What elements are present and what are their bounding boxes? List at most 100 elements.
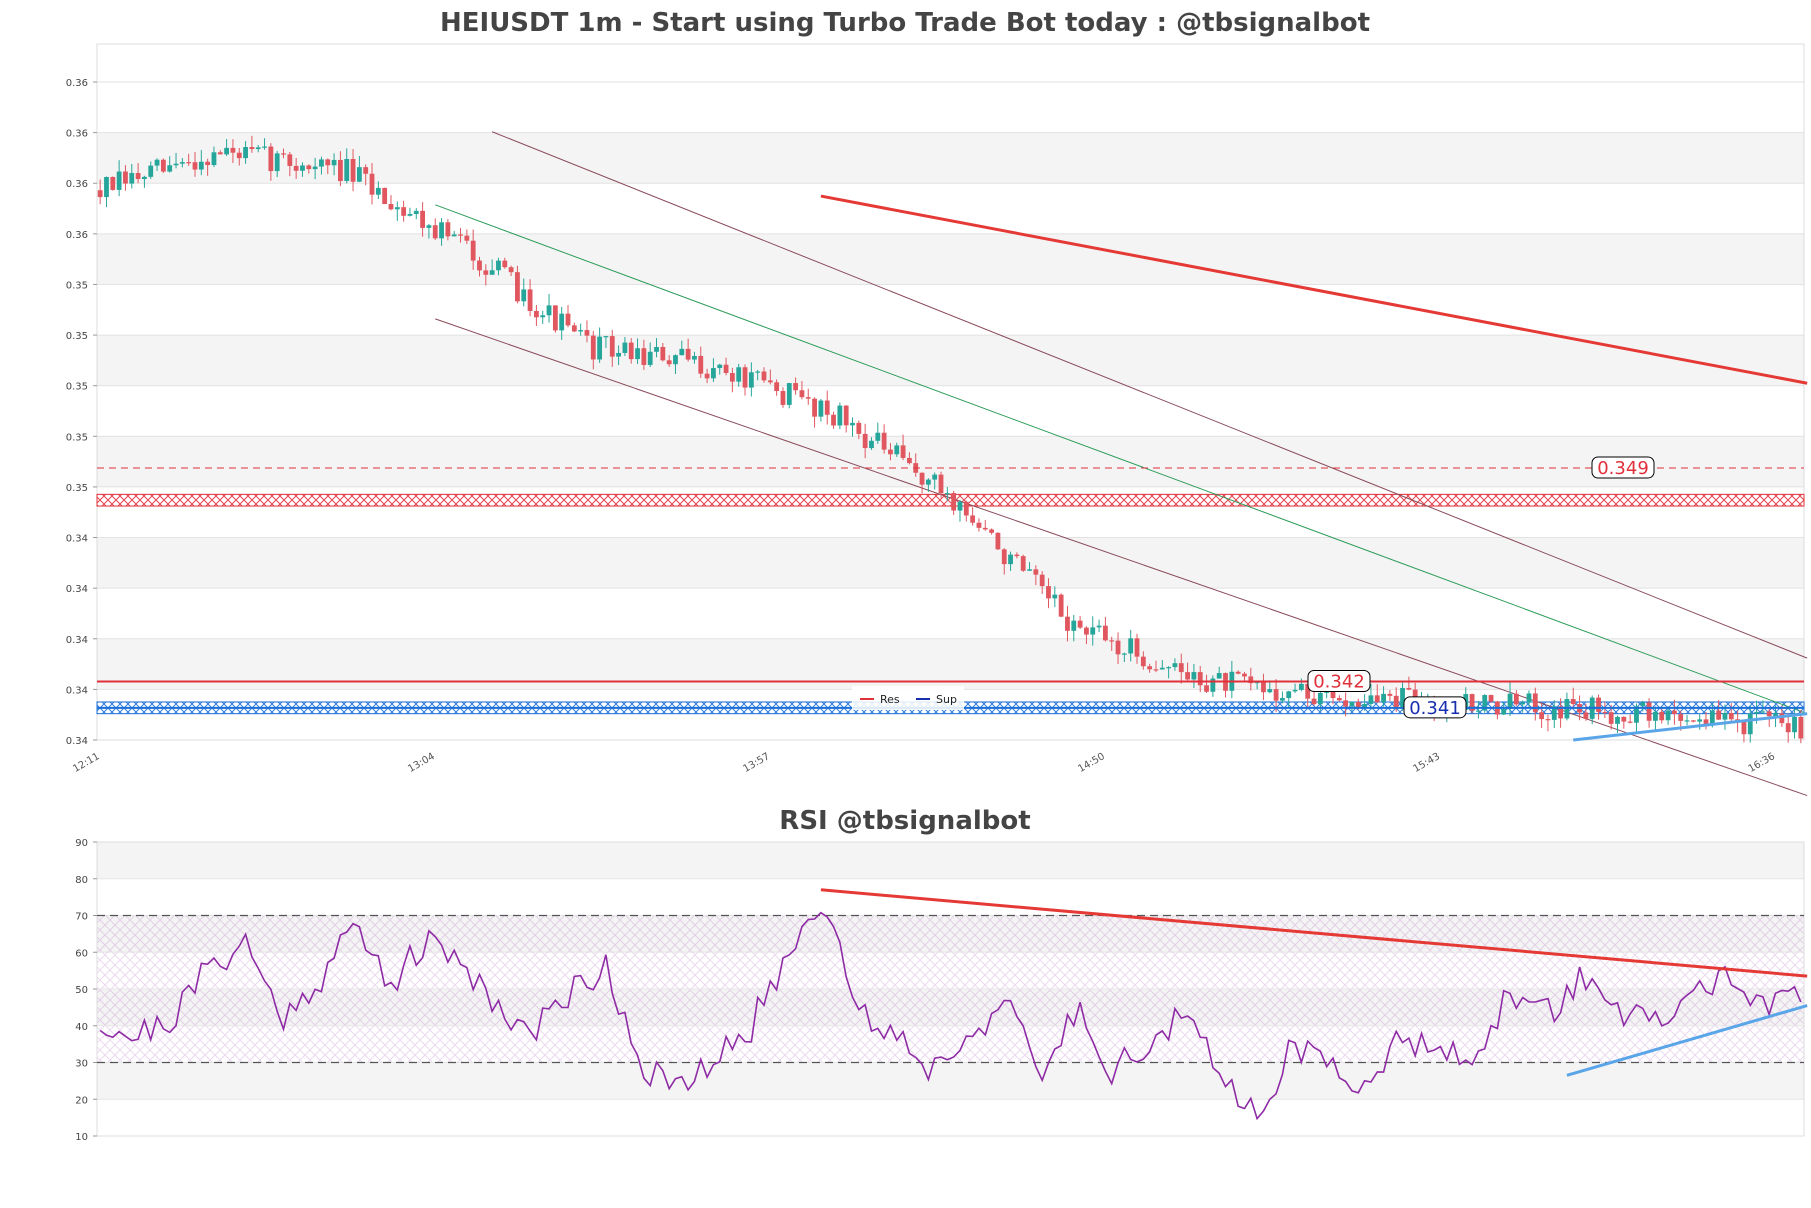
candle-body xyxy=(761,371,767,381)
candle-body xyxy=(786,383,792,405)
candle-body xyxy=(470,240,476,261)
candle-body xyxy=(711,368,716,379)
candle-body xyxy=(1077,620,1083,628)
candle-body xyxy=(1393,695,1399,709)
candle-body xyxy=(142,176,147,180)
candle-body xyxy=(394,207,400,210)
candle-body xyxy=(1602,711,1608,714)
candle-body xyxy=(888,449,893,455)
candle-body xyxy=(995,532,1001,550)
candle-body xyxy=(445,222,451,237)
candle-body xyxy=(1646,702,1652,721)
candle-body xyxy=(692,355,697,360)
candle-body xyxy=(1545,719,1551,721)
candle-body xyxy=(1027,569,1032,571)
candle-body xyxy=(622,342,628,353)
candle-body xyxy=(1273,689,1279,701)
candle-body xyxy=(717,364,723,369)
candle-body xyxy=(1305,683,1311,699)
candle-body xyxy=(1482,695,1488,711)
candle-body xyxy=(818,400,824,417)
candle-body xyxy=(515,272,520,302)
y-tick-label: 0.34 xyxy=(66,584,88,595)
candle-body xyxy=(527,289,533,311)
support-label-box xyxy=(1403,696,1467,719)
rsi-y-tick-label: 10 xyxy=(75,1132,88,1143)
candle-body xyxy=(1185,672,1190,680)
candle-body xyxy=(578,330,584,332)
rsi-y-tick-label: 70 xyxy=(75,912,88,923)
candle-body xyxy=(1355,701,1361,709)
candle-body xyxy=(1709,710,1715,726)
candle-body xyxy=(312,166,318,170)
candle-body xyxy=(135,173,141,180)
resistance-label: 0.342 xyxy=(1313,672,1365,693)
y-tick-label: 0.35 xyxy=(66,331,88,342)
legend-sup-label: Sup xyxy=(936,693,957,706)
candle-body xyxy=(249,147,255,150)
candle-body xyxy=(907,457,912,464)
candle-body xyxy=(1665,710,1671,721)
candle-body xyxy=(243,147,248,159)
candle-body xyxy=(1469,694,1475,711)
candle-body xyxy=(1052,594,1058,599)
candle-body xyxy=(565,313,571,326)
candle-body xyxy=(432,225,438,239)
candle-body xyxy=(1261,681,1266,693)
candle-body xyxy=(1608,712,1614,724)
candle-body xyxy=(1659,711,1665,721)
candle-body xyxy=(1096,625,1102,628)
candle-body xyxy=(1128,638,1134,654)
candle-body xyxy=(281,153,286,155)
candle-body xyxy=(375,187,381,195)
rsi-grid-band xyxy=(97,1062,1804,1100)
candle-body xyxy=(1684,720,1690,722)
candle-body xyxy=(388,204,394,210)
candle-body xyxy=(325,159,331,166)
candle-body xyxy=(584,330,590,336)
candle-body xyxy=(1792,716,1797,733)
candle-body xyxy=(951,493,957,511)
rsi-y-tick-label: 80 xyxy=(75,875,88,886)
candle-body xyxy=(1513,693,1519,705)
candle-body xyxy=(698,355,704,374)
candle-body xyxy=(1242,673,1247,677)
candle-body xyxy=(420,210,425,228)
candle-body xyxy=(211,152,217,166)
candle-body xyxy=(1539,712,1545,720)
candle-body xyxy=(502,260,508,268)
candle-body xyxy=(704,373,710,379)
candle-body xyxy=(666,360,672,365)
candle-body xyxy=(963,501,969,516)
candle-body xyxy=(1640,702,1646,707)
candle-body xyxy=(521,289,527,302)
candle-body xyxy=(742,367,748,388)
candle-body xyxy=(363,167,369,174)
candle-body xyxy=(293,165,299,171)
candle-body xyxy=(856,422,862,434)
candle-body xyxy=(1697,719,1703,722)
candle-body xyxy=(957,501,963,511)
candle-body xyxy=(413,210,419,215)
candle-body xyxy=(723,364,729,374)
candle-body xyxy=(1374,695,1380,703)
candle-body xyxy=(755,371,761,373)
rsi-down-trendline xyxy=(820,888,1808,978)
candle-body xyxy=(919,472,925,485)
candle-body xyxy=(654,347,659,352)
candle-body xyxy=(439,222,444,239)
candle-body xyxy=(805,397,811,399)
resistance-label-box xyxy=(1307,670,1371,693)
candle-body xyxy=(1621,716,1627,722)
candle-body xyxy=(1102,625,1108,641)
candle-body xyxy=(1570,699,1576,705)
candle-body xyxy=(160,159,166,172)
candle-body xyxy=(673,355,678,365)
candle-body xyxy=(300,165,305,171)
candle-body xyxy=(812,398,817,417)
y-tick-label: 0.35 xyxy=(66,483,88,494)
candle-body xyxy=(154,159,160,166)
y-tick-label: 0.35 xyxy=(66,382,88,393)
candle-body xyxy=(679,348,685,356)
